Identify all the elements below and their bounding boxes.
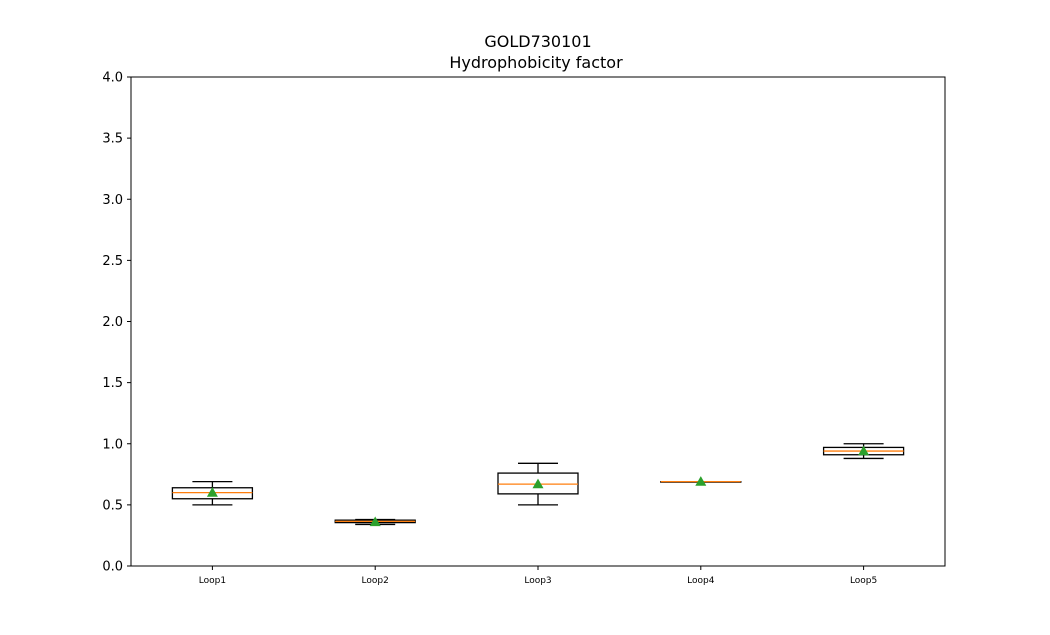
mean-marker: [858, 445, 870, 456]
y-tick-label: 0.5: [102, 498, 123, 513]
x-tick-label: Loop2: [362, 576, 389, 586]
chart-title: GOLD730101: [484, 32, 591, 51]
chart-subtitle: Hydrophobicity factor: [449, 53, 623, 72]
y-tick-label: 4.0: [102, 71, 123, 86]
mean-marker: [206, 487, 218, 497]
axes-frame: [130, 76, 946, 567]
x-tick-label: Loop3: [524, 576, 551, 586]
y-tick-label: 3.0: [102, 193, 123, 208]
x-tick-label: Loop1: [199, 576, 226, 586]
y-tick-label: 3.5: [102, 132, 123, 147]
mean-marker: [369, 516, 381, 527]
y-tick-label: 2.5: [102, 254, 123, 269]
y-tick-label: 1.0: [102, 437, 123, 452]
mean-marker: [695, 476, 707, 486]
y-tick-label: 2.0: [102, 315, 123, 330]
x-tick-label: Loop4: [687, 576, 715, 586]
x-tick-label: Loop5: [850, 576, 877, 586]
mean-marker: [532, 478, 544, 489]
plot-area: 0.0 0.5 1.0 1.5 2.0 2.5 3.0 3.5 4.0 Loop1 Loop2 Loo…: [102, 71, 946, 586]
y-tick-label: 0.0: [102, 560, 123, 575]
y-tick-label: 1.5: [102, 376, 123, 391]
